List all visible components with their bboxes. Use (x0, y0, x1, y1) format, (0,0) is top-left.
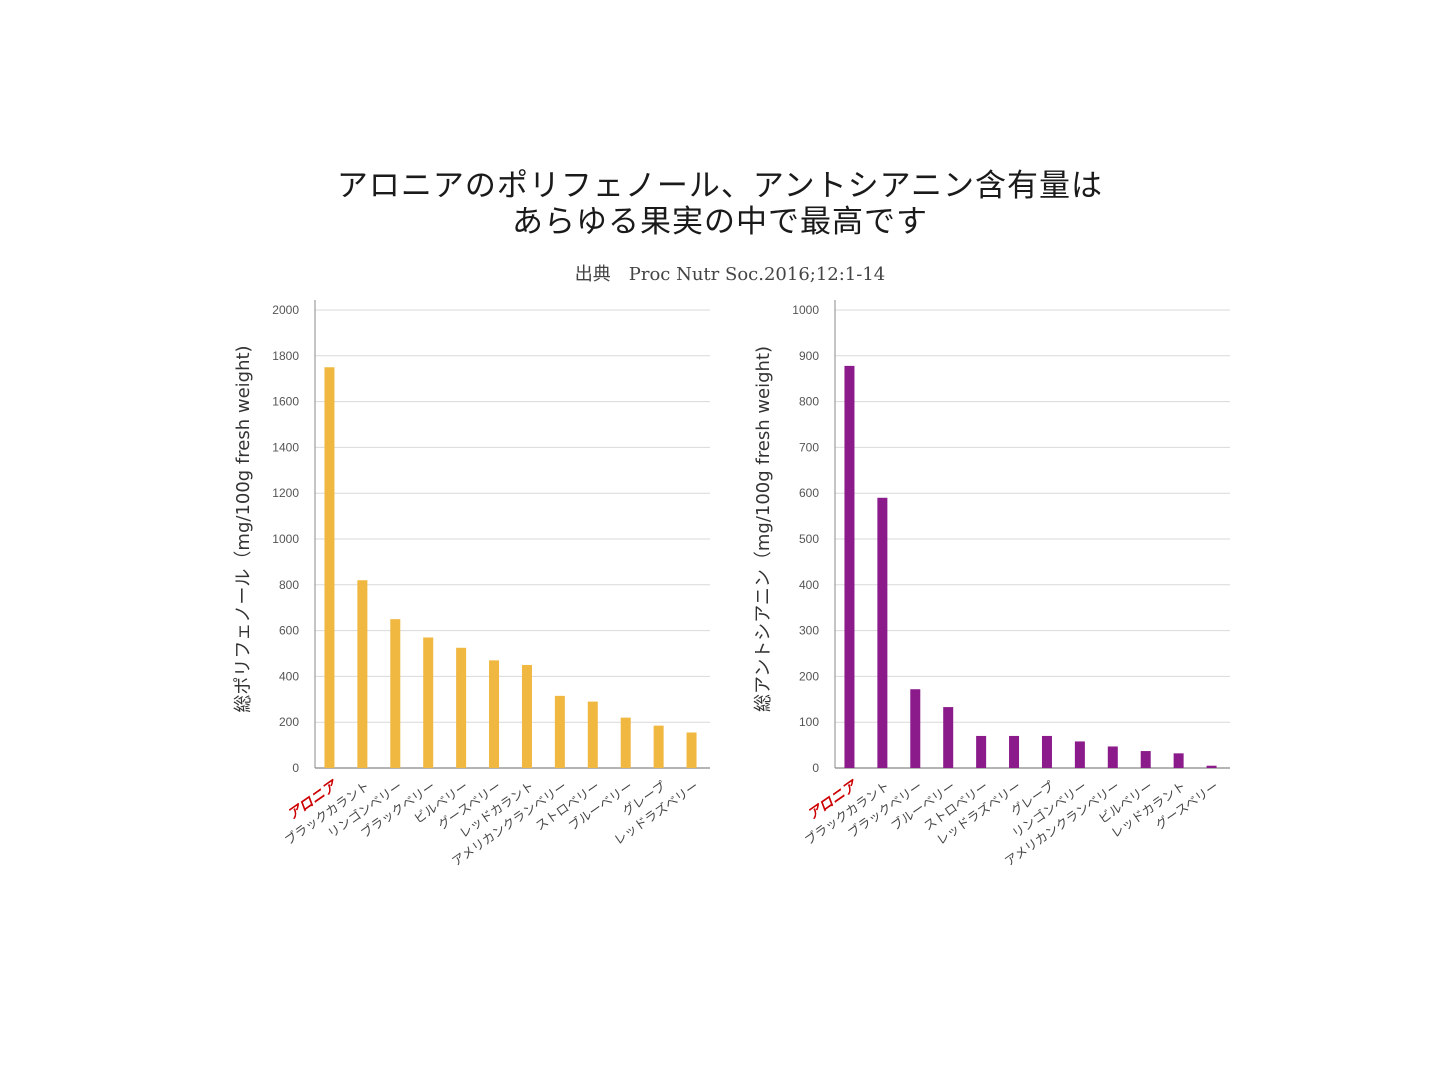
anthocyanin-y-tick-label: 500 (799, 532, 819, 546)
anthocyanin-bar (1074, 741, 1085, 768)
anthocyanin-y-tick-label: 900 (799, 349, 819, 363)
anthocyanin-y-tick-label: 1000 (792, 303, 819, 317)
anthocyanin-y-tick-label: 200 (799, 669, 819, 683)
anthocyanin-bar (910, 689, 921, 768)
title-line-1: アロニアのポリフェノール、アントシアニン含有量は (336, 168, 1104, 204)
polyphenol-bar (521, 664, 532, 768)
polyphenol-bar-chart: 0 200 400 600 800 1000 1200 1400 1600 1800 2000 総ポリ… (233, 300, 710, 869)
polyphenol-y-tick-label: 200 (279, 715, 299, 729)
anthocyanin-bar (943, 707, 954, 768)
chart-title: アロニアのポリフェノール、アントシアニン含有量は あらゆる果実の中で最高です (0, 168, 1440, 240)
anthocyanin-y-tick-label: 600 (799, 486, 819, 500)
anthocyanin-bar (1009, 735, 1020, 768)
anthocyanin-y-tick-label: 100 (799, 715, 819, 729)
anthocyanin-bar (1140, 751, 1151, 768)
polyphenol-bar (653, 725, 664, 768)
anthocyanin-bar (976, 735, 987, 768)
polyphenol-y-tick-label: 0 (292, 761, 299, 775)
polyphenol-bar (686, 732, 697, 768)
source-citation: 出典 Proc Nutr Soc.2016;12:1-14 (574, 264, 886, 285)
polyphenol-y-tick-label: 600 (279, 624, 299, 638)
anthocyanin-y-tick-label: 700 (799, 440, 819, 454)
polyphenol-y-axis-label: 総ポリフェノール（mg/100g fresh weight) (233, 345, 254, 712)
anthocyanin-bar (1041, 735, 1052, 768)
anthocyanin-bar (877, 497, 888, 768)
anthocyanin-y-tick-label: 400 (799, 578, 819, 592)
polyphenol-y-tick-label: 1000 (272, 532, 299, 546)
polyphenol-y-tick-label: 1800 (272, 349, 299, 363)
polyphenol-bar (357, 580, 368, 768)
polyphenol-bar (423, 637, 434, 768)
polyphenol-bar (390, 619, 401, 768)
anthocyanin-y-tick-label: 0 (812, 761, 819, 775)
polyphenol-bar (554, 695, 565, 768)
polyphenol-y-tick-label: 1200 (272, 486, 299, 500)
anthocyanin-y-axis-label: 総アントシアニン（mg/100g fresh weight) (753, 346, 774, 712)
polyphenol-bar (620, 717, 631, 768)
polyphenol-bar (324, 367, 335, 768)
anthocyanin-bar (1107, 746, 1118, 768)
title-line-2: あらゆる果実の中で最高です (512, 204, 928, 240)
polyphenol-y-tick-label: 800 (279, 578, 299, 592)
polyphenol-y-tick-label: 1400 (272, 440, 299, 454)
polyphenol-bar (587, 701, 598, 768)
anthocyanin-y-tick-label: 300 (799, 624, 819, 638)
polyphenol-y-tick-label: 400 (279, 669, 299, 683)
anthocyanin-bar (844, 365, 855, 768)
anthocyanin-bar-chart: 0 100 200 300 400 500 600 700 800 900 1000 総アントシアニン… (753, 300, 1230, 869)
polyphenol-y-tick-label: 2000 (272, 303, 299, 317)
polyphenol-bar (489, 660, 500, 768)
polyphenol-bar (456, 647, 467, 768)
anthocyanin-bar (1173, 753, 1184, 768)
anthocyanin-y-tick-label: 800 (799, 395, 819, 409)
anthocyanin-bar (1206, 765, 1217, 768)
polyphenol-y-tick-label: 1600 (272, 395, 299, 409)
